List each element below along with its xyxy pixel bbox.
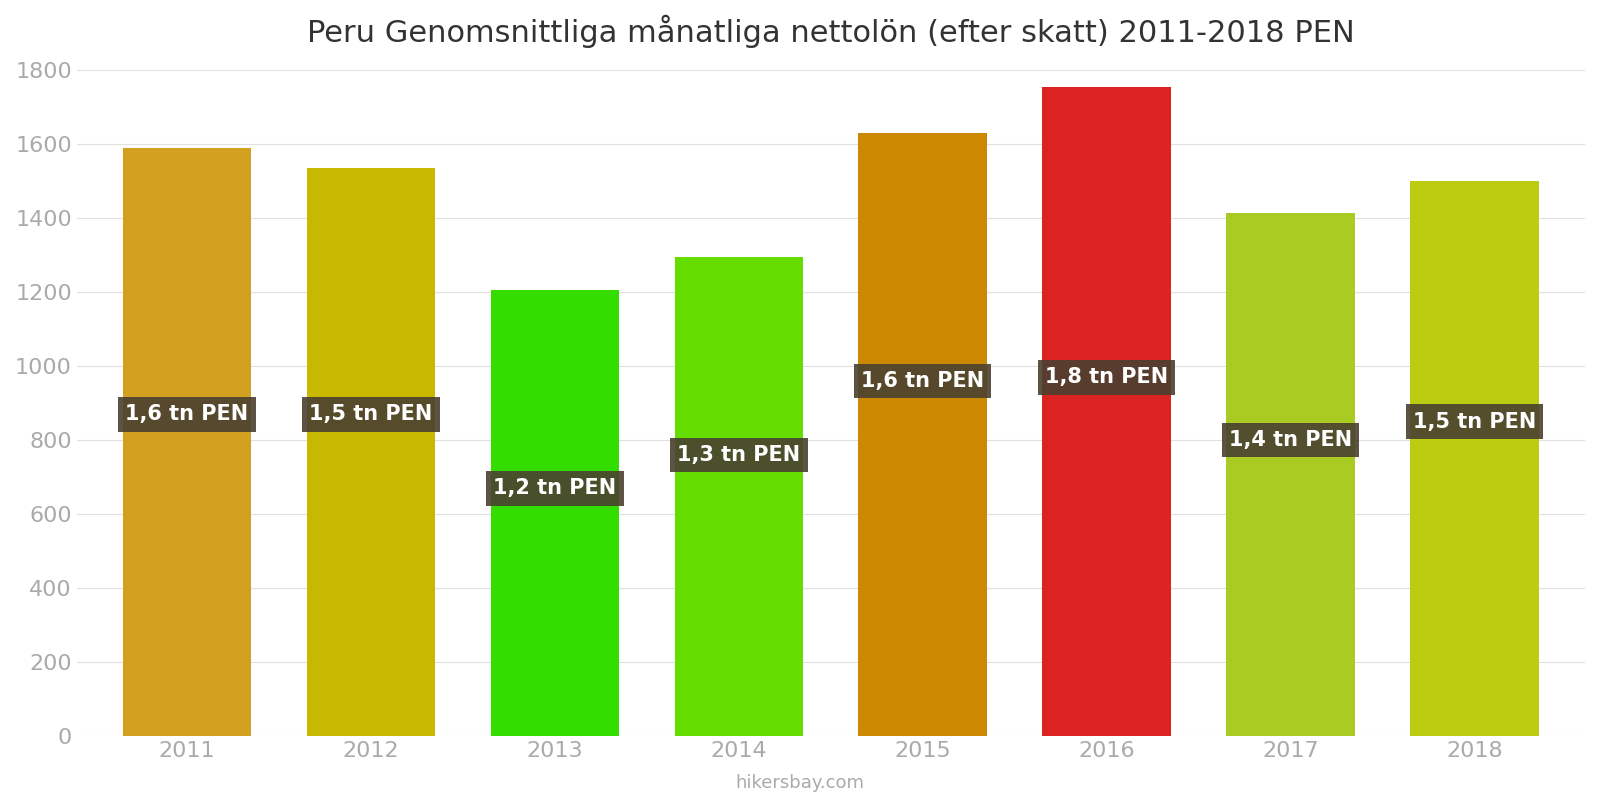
Bar xyxy=(675,257,803,736)
Text: 1,6 tn PEN: 1,6 tn PEN xyxy=(861,371,984,391)
Bar xyxy=(491,290,619,736)
Bar xyxy=(307,168,435,736)
Text: 1,8 tn PEN: 1,8 tn PEN xyxy=(1045,367,1168,387)
Title: Peru Genomsnittliga månatliga nettolön (efter skatt) 2011-2018 PEN: Peru Genomsnittliga månatliga nettolön (… xyxy=(307,15,1355,48)
Bar xyxy=(1226,213,1355,736)
Bar xyxy=(123,148,251,736)
Text: 1,5 tn PEN: 1,5 tn PEN xyxy=(1413,412,1536,432)
Bar xyxy=(1042,86,1171,736)
Text: hikersbay.com: hikersbay.com xyxy=(736,774,864,792)
Bar xyxy=(1410,181,1539,736)
Text: 1,5 tn PEN: 1,5 tn PEN xyxy=(309,404,432,424)
Text: 1,4 tn PEN: 1,4 tn PEN xyxy=(1229,430,1352,450)
Text: 1,2 tn PEN: 1,2 tn PEN xyxy=(493,478,616,498)
Bar xyxy=(859,133,987,736)
Text: 1,3 tn PEN: 1,3 tn PEN xyxy=(677,445,800,465)
Text: 1,6 tn PEN: 1,6 tn PEN xyxy=(125,404,248,424)
